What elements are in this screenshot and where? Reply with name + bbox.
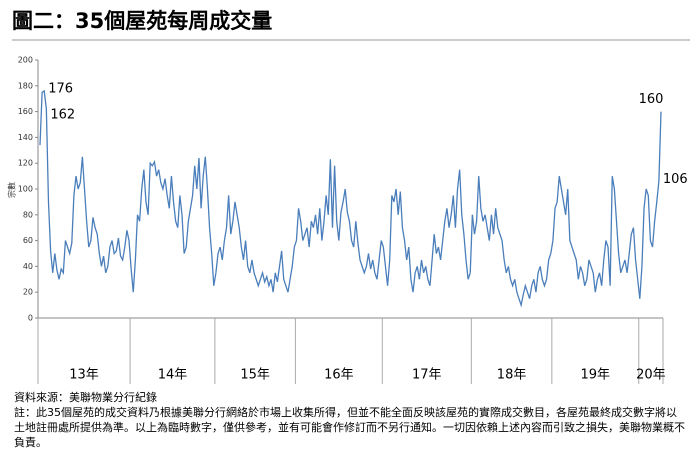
chart: 圖二：35個屋苑每周成交量 宗數 0 20 40 60 80 100 120 140 160 18… [7, 9, 690, 384]
line-series [382, 169, 471, 293]
y-tick-label: 40 [23, 262, 33, 271]
footnotes: 資料來源：美聯物業分行紀錄 註：此35個屋苑的成交資料乃根據美聯分行網絡於市場上… [14, 390, 686, 450]
data-label: 176 [48, 81, 73, 96]
line-connector [380, 240, 384, 248]
chart-title: 圖二：35個屋苑每周成交量 [12, 9, 272, 33]
note: 註：此35個屋苑的成交資料乃根據美聯分行網絡於市場上收集所得，但並不能全面反映該… [14, 406, 685, 449]
y-tick-label: 120 [18, 159, 33, 168]
y-axis-label: 宗數 [7, 182, 17, 198]
line-series [639, 111, 662, 299]
year-label: 20年 [636, 368, 666, 383]
line-connector [293, 240, 298, 248]
year-label: 19年 [581, 368, 611, 383]
y-tick-label: 20 [23, 288, 33, 297]
line-connector [213, 272, 217, 286]
data-label: 162 [50, 108, 75, 123]
data-label: 160 [639, 92, 664, 107]
y-tick-label: 180 [18, 81, 33, 90]
line-series [215, 195, 295, 293]
line-connector [469, 214, 474, 273]
y-tick-label: 60 [23, 236, 33, 245]
line-connector [128, 240, 132, 270]
year-label: 16年 [324, 368, 354, 383]
year-label: 17年 [412, 368, 442, 383]
y-tick-label: 0 [28, 314, 33, 323]
line-series [552, 175, 639, 293]
y-tick-label: 140 [18, 133, 33, 142]
y-tick-label: 200 [18, 56, 33, 65]
line-series [471, 176, 552, 308]
source: 資料來源：美聯物業分行紀錄 [14, 391, 157, 404]
year-label: 18年 [497, 368, 527, 383]
data-label: 106 [663, 172, 688, 187]
line-series [295, 159, 382, 280]
y-tick-label: 160 [18, 107, 33, 116]
line-connector [550, 240, 554, 254]
year-label: 15年 [240, 368, 270, 383]
year-label: 13年 [69, 368, 99, 383]
year-label: 14年 [158, 368, 188, 383]
y-tick-label: 100 [18, 185, 33, 194]
line-connector [637, 279, 641, 299]
y-tick-label: 80 [23, 210, 33, 219]
line-series [39, 89, 130, 280]
line-series [130, 156, 215, 293]
